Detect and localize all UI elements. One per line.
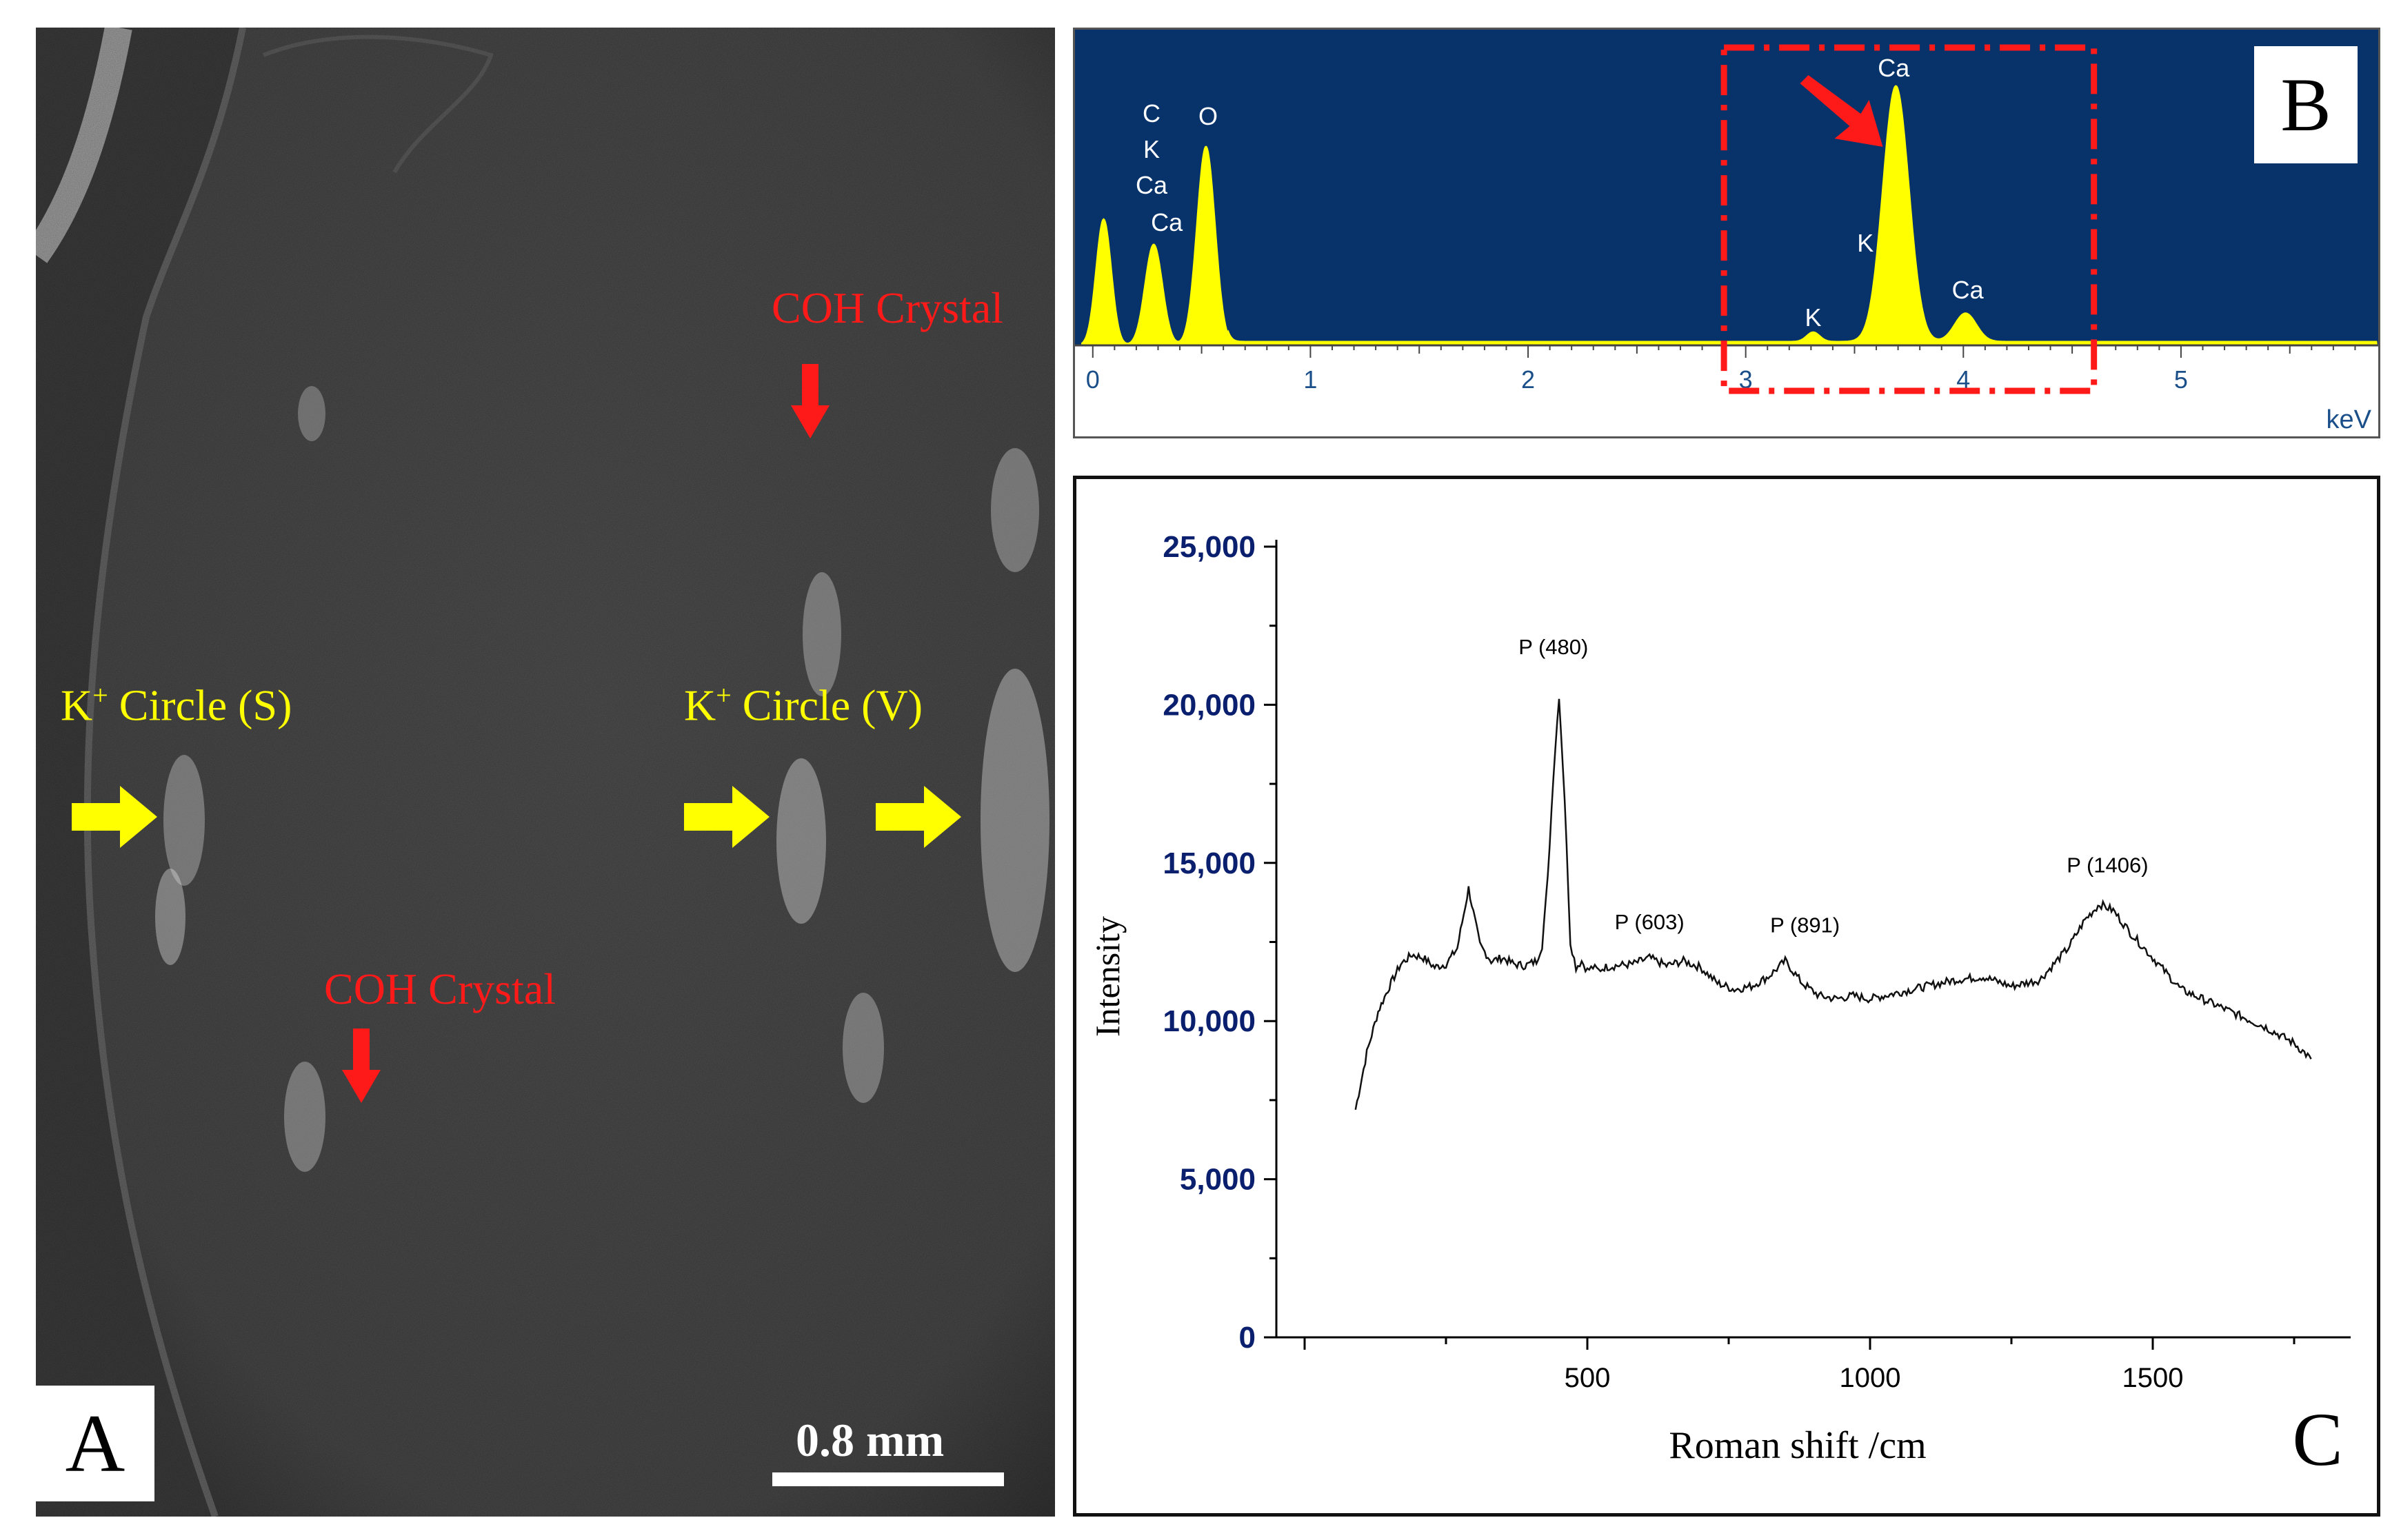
red-down-arrow-icon xyxy=(342,1029,381,1103)
raman-y-tick-label: 15,000 xyxy=(1163,847,1256,880)
raman-y-tick-label: 25,000 xyxy=(1163,530,1256,564)
yellow-right-arrow-icon xyxy=(684,786,770,848)
raman-peak-label: P (1406) xyxy=(2067,853,2148,878)
raman-peak-label: P (891) xyxy=(1770,913,1840,938)
x-axis-unit-label: keV xyxy=(2327,405,2372,434)
peak-label-k-main: K xyxy=(1857,229,1873,257)
eds-x-tick-label: 5 xyxy=(2174,365,2188,394)
scale-bar xyxy=(772,1472,1004,1486)
y-axis-label: Intensity xyxy=(1088,916,1127,1037)
raman-peak-label: P (480) xyxy=(1518,635,1588,659)
eds-spectrum-panel: 0 1 2 3 4 5 C K Ca Ca O K K Ca Ca keV B xyxy=(1073,28,2380,438)
eds-x-tick-label: 1 xyxy=(1303,365,1317,394)
panel-letter-b-text: B xyxy=(2280,62,2331,147)
k-circle-s-label: K+ Circle (S) xyxy=(61,679,292,731)
eds-x-tick-label: 2 xyxy=(1521,365,1535,394)
peak-label-o: O xyxy=(1198,102,1218,130)
eds-x-tick-label: 0 xyxy=(1086,365,1100,394)
peak-label-k: K xyxy=(1143,135,1160,163)
eds-x-tick-label: 4 xyxy=(1956,365,1970,394)
red-down-arrow-icon xyxy=(791,364,830,438)
raman-y-tick-label: 10,000 xyxy=(1163,1004,1256,1038)
peak-label-ca: Ca xyxy=(1136,171,1168,199)
raman-x-tick-label: 500 xyxy=(1565,1363,1611,1393)
eds-spectrum-area xyxy=(1081,85,2378,346)
k-circle-v-sup: + xyxy=(716,680,732,711)
scale-bar-label: 0.8 mm xyxy=(796,1414,945,1466)
k-circle-v-prefix: K xyxy=(684,680,716,730)
panel-letter-b: B xyxy=(2254,46,2358,163)
peak-label-ca-small: Ca xyxy=(1952,276,1985,304)
micrograph-image xyxy=(36,28,1055,1517)
raman-spectrum-chart: 0 5,000 10,000 15,000 20,000 25,000 500 1000 15… xyxy=(1088,530,2351,1481)
micrograph-panel: COH Crystal COH Crystal K+ Circle (S) K+… xyxy=(36,28,1055,1517)
k-circle-s-sup: + xyxy=(92,680,108,711)
x-axis-label: Roman shift /cm xyxy=(1669,1424,1926,1467)
yellow-right-arrow-icon xyxy=(876,786,961,848)
peak-label-ca-main: Ca xyxy=(1878,54,1910,82)
peak-label-c: C xyxy=(1143,99,1161,128)
raman-y-tick-label: 0 xyxy=(1239,1321,1256,1355)
k-circle-v-label: K+ Circle (V) xyxy=(684,679,923,731)
raman-y-tick-label: 5,000 xyxy=(1180,1163,1256,1197)
ca-peak-highlight-box xyxy=(1720,44,2098,394)
panel-letter-c: C xyxy=(2292,1397,2342,1481)
k-circle-v-suffix: Circle (V) xyxy=(731,680,923,730)
raman-axes xyxy=(1275,540,2351,1339)
eds-x-tick-label: 3 xyxy=(1739,365,1753,394)
peak-label-ca: Ca xyxy=(1151,208,1183,236)
k-circle-s-suffix: Circle (S) xyxy=(108,680,292,730)
yellow-right-arrow-icon xyxy=(72,786,157,848)
raman-peak-label: P (603) xyxy=(1615,910,1685,934)
coh-crystal-label-top: COH Crystal xyxy=(772,283,1003,332)
panel-letter-a-text: A xyxy=(65,1397,125,1489)
peak-label-k-small: K xyxy=(1805,303,1822,332)
raman-x-tick-label: 1000 xyxy=(1840,1363,1901,1393)
coh-crystal-label-bottom: COH Crystal xyxy=(324,964,556,1013)
raman-spectrum-panel: 0 5,000 10,000 15,000 20,000 25,000 500 1000 15… xyxy=(1073,476,2380,1517)
panel-letter-a: A xyxy=(36,1386,154,1501)
raman-x-tick-label: 1500 xyxy=(2122,1363,2184,1393)
eds-spectrum-chart: 0 1 2 3 4 5 C K Ca Ca O K K Ca Ca keV xyxy=(1075,30,2378,434)
raman-series-line xyxy=(1354,698,2312,1111)
raman-y-tick-label: 20,000 xyxy=(1163,688,1256,722)
red-arrow-icon xyxy=(1800,75,1883,147)
k-circle-s-prefix: K xyxy=(61,680,93,730)
